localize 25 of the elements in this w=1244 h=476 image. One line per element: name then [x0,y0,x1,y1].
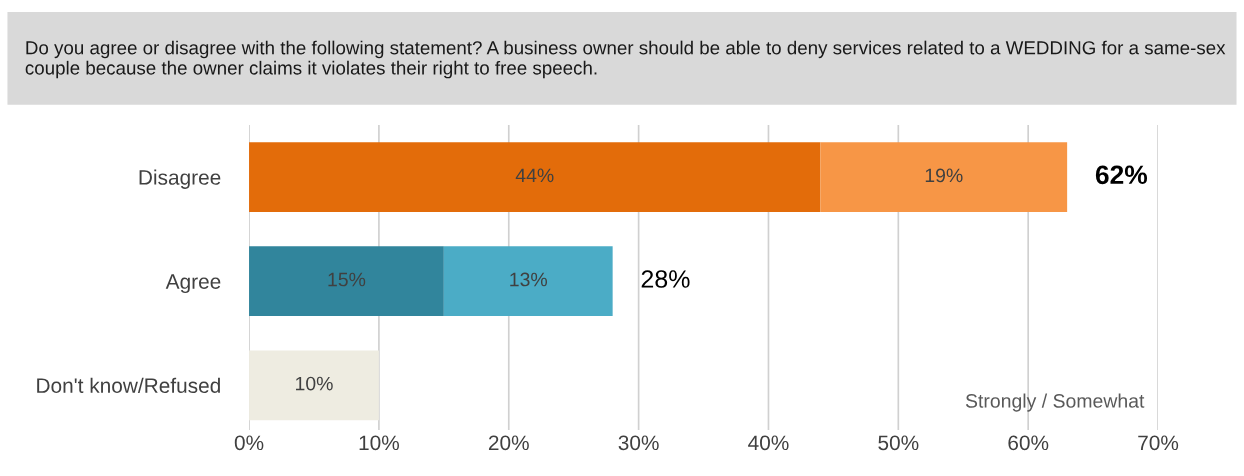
data-label: 13% [510,272,548,287]
x-tick-label: 50% [878,435,919,451]
data-label: 19% [925,168,963,183]
bar [249,350,379,421]
bar [249,142,821,212]
x-tick-label: 10% [359,435,400,451]
x-tick-label: 0% [234,435,264,451]
data-label: 15% [328,272,366,287]
total-label: 62% [1095,165,1148,185]
x-tick-label: 70% [1138,435,1179,451]
bar [443,246,613,317]
x-tick-label: 60% [1008,435,1049,451]
annotation: Strongly / Somewhat [965,393,1145,412]
y-tick-label: Disagree [139,169,221,189]
x-tick-label: 40% [748,435,789,451]
y-tick-label: Agree [165,274,221,294]
bar [820,142,1068,212]
x-tick-label: 30% [618,435,659,451]
bar [249,246,444,317]
total-label: 28% [641,270,690,288]
data-label: 44% [515,168,554,183]
x-tick-label: 20% [488,435,529,451]
chart-title: Do you agree or disagree with the following statement? A business owner should be able to deny services related to a WEDDING for a same-sex couple because the owner claims it violates their right to free speech. [25,40,1226,79]
y-tick-label: Don't know/Refused [37,377,220,394]
data-label: 10% [296,376,333,391]
